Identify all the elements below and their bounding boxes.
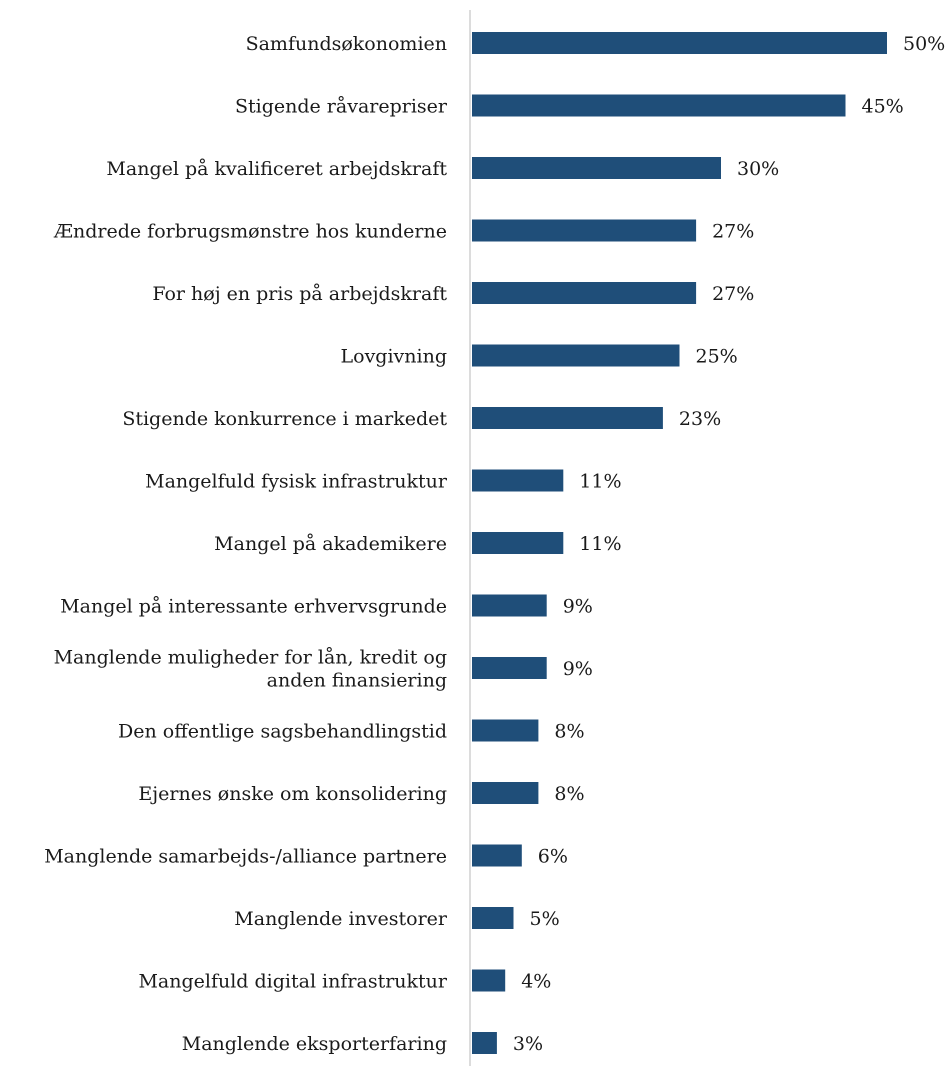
category-label-15: Mangelfuld digital infrastruktur [138,971,447,993]
bar-10 [472,657,547,679]
value-label-8: 11% [579,533,621,555]
bar-3 [472,219,697,242]
value-label-9: 9% [563,596,593,618]
bar-0 [472,32,887,54]
value-label-0: 50% [903,33,945,55]
value-label-7: 11% [579,471,621,493]
bar-9 [472,594,547,617]
category-label-8: Mangel på akademikere [214,533,447,555]
category-label-12: Ejernes ønske om konsolidering [138,783,447,805]
category-label-2: Mangel på kvalificeret arbejdskraft [106,158,447,180]
value-label-13: 6% [538,846,568,868]
value-label-12: 8% [554,783,584,805]
value-label-10: 9% [563,658,593,680]
value-labels: 50% 45% 30% 27% 27% 25% 23% 11% 11% 9% 9% 8% 8% 6% 5% 4… [513,33,945,1055]
category-label-0: Samfundsøkonomien [246,33,447,55]
bar-13 [472,844,522,867]
category-label-3: Ændrede forbrugsmønstre hos kunderne [53,221,447,243]
category-label-14: Manglende investorer [234,908,448,930]
bar-2 [472,157,721,179]
value-label-1: 45% [862,96,904,118]
bar-1 [472,94,846,117]
bar-16 [472,1032,497,1054]
category-labels: Samfundsøkonomien Stigende råvarepriser Ma… [44,33,448,1055]
category-label-9: Mangel på interessante erhvervsgrunde [60,596,447,618]
category-label-4: For høj en pris på arbejdskraft [152,283,447,305]
value-label-14: 5% [530,908,560,930]
category-label-10: Manglende muligheder for lån, kredit og a… [54,647,447,692]
value-label-11: 8% [554,721,584,743]
bars-layer [472,32,887,1054]
bar-5 [472,344,680,367]
category-label-13: Manglende samarbejds-/alliance partnere [44,846,447,868]
bar-6 [472,407,663,429]
bar-12 [472,782,539,804]
category-label-16: Manglende eksporterfaring [182,1033,447,1055]
category-label-6: Stigende konkurrence i markedet [122,408,447,430]
bar-14 [472,907,514,929]
bar-11 [472,719,539,742]
bar-8 [472,532,564,554]
category-label-11: Den offentlige sagsbehandlingstid [118,721,447,743]
value-label-16: 3% [513,1033,543,1055]
value-label-15: 4% [521,971,551,993]
category-label-1: Stigende råvarepriser [235,96,448,118]
value-label-3: 27% [712,221,754,243]
value-label-5: 25% [696,346,738,368]
category-label-5: Lovgivning [341,346,447,368]
value-label-2: 30% [737,158,779,180]
bar-4 [472,282,697,304]
bar-15 [472,969,506,992]
category-label-7: Mangelfuld fysisk infrastruktur [145,471,448,493]
bar-7 [472,469,564,492]
value-label-4: 27% [712,283,754,305]
value-label-6: 23% [679,408,721,430]
